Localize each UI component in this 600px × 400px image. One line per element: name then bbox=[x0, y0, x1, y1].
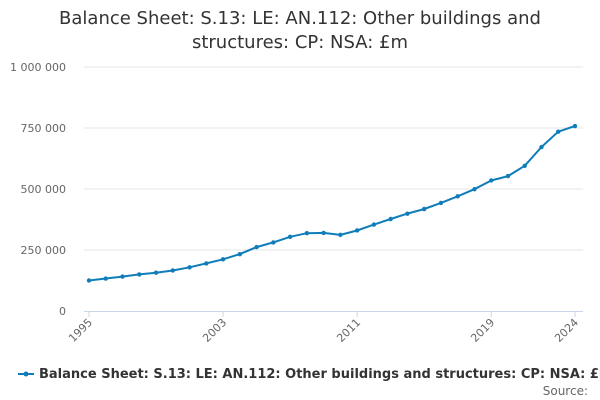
data-point bbox=[187, 265, 192, 270]
x-tick-label: 1995 bbox=[66, 316, 95, 345]
data-point bbox=[438, 200, 444, 206]
x-tick-label: 2003 bbox=[200, 316, 229, 345]
data-point bbox=[421, 206, 427, 212]
data-point bbox=[254, 244, 259, 250]
legend-item[interactable]: Balance Sheet: S.13: LE: AN.112: Other b… bbox=[18, 366, 600, 382]
x-tick-label: 2019 bbox=[468, 316, 497, 345]
legend-label: Balance Sheet: S.13: LE: AN.112: Other b… bbox=[39, 366, 600, 382]
data-point bbox=[287, 234, 293, 240]
data-point bbox=[539, 144, 544, 150]
data-point bbox=[522, 163, 527, 169]
y-tick-label: 250 000 bbox=[21, 244, 67, 257]
y-tick-label: 500 000 bbox=[21, 183, 67, 196]
data-point bbox=[120, 274, 125, 279]
x-tick-label: 2024 bbox=[552, 316, 581, 345]
data-point bbox=[388, 216, 393, 222]
data-point bbox=[455, 194, 460, 199]
data-point bbox=[204, 261, 209, 266]
data-point bbox=[405, 211, 410, 216]
legend-line-marker-icon bbox=[18, 371, 34, 377]
data-point bbox=[103, 276, 108, 281]
data-point bbox=[237, 251, 243, 257]
data-point bbox=[572, 123, 578, 129]
data-point bbox=[153, 270, 159, 275]
data-point bbox=[137, 272, 142, 277]
data-point bbox=[472, 187, 477, 192]
data-point bbox=[371, 222, 377, 227]
chart-title: Balance Sheet: S.13: LE: AN.112: Other b… bbox=[0, 7, 600, 55]
y-tick-label: 750 000 bbox=[21, 122, 67, 135]
data-point bbox=[86, 278, 92, 283]
chart-title-line-2: structures: CP: NSA: £m bbox=[191, 32, 409, 53]
data-point bbox=[338, 232, 343, 238]
data-point bbox=[170, 268, 175, 273]
data-point bbox=[321, 230, 326, 236]
x-tick-label: 2011 bbox=[334, 316, 363, 345]
data-point bbox=[220, 257, 226, 262]
x-axis: 1995 2003 2011 2019 2024 bbox=[66, 311, 583, 345]
series-layer bbox=[86, 123, 578, 283]
y-tick-label: 0 bbox=[59, 305, 66, 318]
data-point bbox=[271, 240, 276, 245]
y-tick-label: 1 000 000 bbox=[10, 61, 66, 74]
chart-title-line-1: Balance Sheet: S.13: LE: AN.112: Other b… bbox=[59, 8, 541, 29]
data-point bbox=[556, 129, 561, 134]
data-point bbox=[304, 230, 310, 236]
data-point bbox=[505, 173, 511, 179]
data-point bbox=[489, 178, 494, 183]
source-label: Source: bbox=[542, 384, 588, 398]
grid-lines bbox=[84, 66, 583, 251]
series-line bbox=[88, 125, 576, 282]
y-axis-tick-labels: 0 250 000 500 000 750 000 1 000 000 bbox=[10, 61, 66, 318]
data-point bbox=[354, 228, 360, 233]
